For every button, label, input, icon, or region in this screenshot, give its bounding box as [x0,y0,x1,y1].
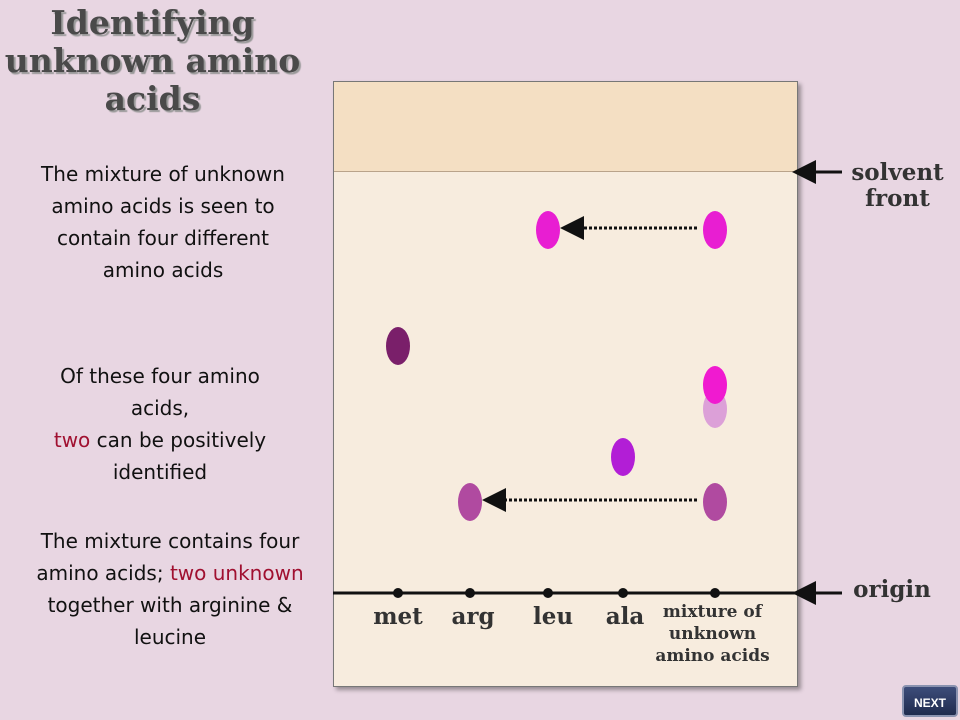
solvent-front-label: solvent front [851,159,944,212]
identification-highlight: two [53,428,91,452]
next-button[interactable]: NEXT [902,685,958,717]
spot-ala [611,438,635,476]
plate-top-region [334,82,797,172]
origin-label: origin [853,576,931,603]
page-title: Identifying unknown amino acids [4,3,301,118]
identification-text-a: Of these four amino acids, [60,364,260,420]
lane-label-leu: leu [532,603,574,630]
spot-leu [536,211,560,249]
spot-mixture-low [703,483,727,521]
conclusion-text-a: The mixture contains four amino acids; [36,529,300,585]
conclusion-text-b: together with arginine & leucine [47,593,293,649]
origin-dot-leu [543,588,553,598]
lane-label-mixture: mixture of unknown amino acids [655,602,770,666]
intro-text: The mixture of unknown amino acids is se… [41,162,285,282]
lane-label-ala: ala [605,603,645,630]
conclusion-highlight: two unknown [169,561,304,585]
spot-met [386,327,410,365]
origin-dot-arg [465,588,475,598]
origin-dot-met [393,588,403,598]
lane-label-met: met [373,603,423,630]
spot-mixture-top [703,211,727,249]
conclusion-text: The mixture contains four amino acids; t… [30,525,310,653]
identification-text: Of these four amino acids, two can be po… [30,360,290,488]
origin-dot-mixture [710,588,720,598]
origin-dot-ala [618,588,628,598]
identification-text-b: can be positively identified [96,428,267,484]
spot-mixture-mid [703,366,727,404]
lane-label-arg: arg [451,603,495,630]
spot-arg [458,483,482,521]
